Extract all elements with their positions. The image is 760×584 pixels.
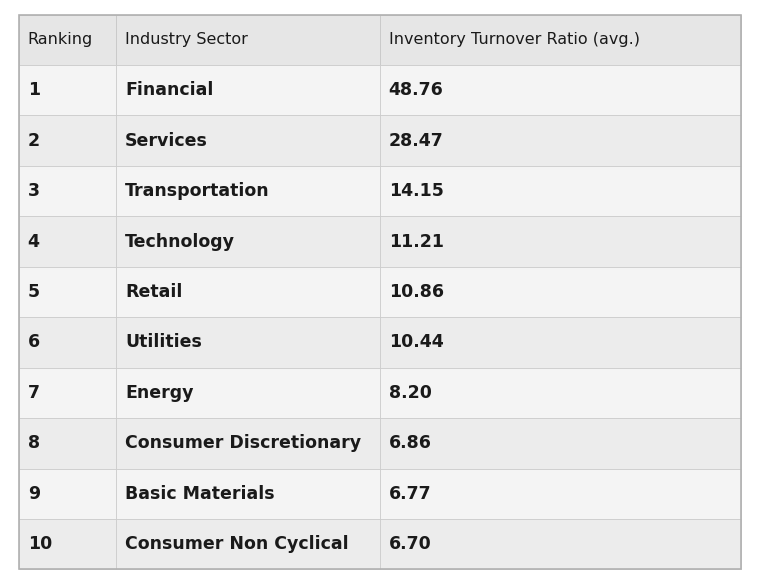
- Text: 8.20: 8.20: [388, 384, 432, 402]
- Bar: [19, 368, 116, 418]
- Text: Inventory Turnover Ratio (avg.): Inventory Turnover Ratio (avg.): [388, 32, 640, 47]
- Text: 7: 7: [27, 384, 40, 402]
- Bar: [116, 15, 380, 65]
- Bar: [19, 468, 116, 519]
- Bar: [116, 368, 380, 418]
- Text: 6.86: 6.86: [388, 434, 432, 453]
- Text: Technology: Technology: [125, 232, 235, 251]
- Text: 6.70: 6.70: [388, 535, 432, 553]
- Bar: [19, 65, 116, 116]
- Bar: [19, 116, 116, 166]
- Bar: [116, 116, 380, 166]
- Text: 48.76: 48.76: [388, 81, 443, 99]
- Bar: [116, 267, 380, 317]
- Bar: [116, 519, 380, 569]
- Bar: [116, 317, 380, 368]
- Text: 14.15: 14.15: [388, 182, 444, 200]
- Bar: [116, 468, 380, 519]
- Bar: [380, 468, 741, 519]
- Bar: [19, 216, 116, 267]
- Bar: [19, 519, 116, 569]
- Text: Ranking: Ranking: [27, 32, 93, 47]
- Text: 2: 2: [27, 131, 40, 150]
- Text: 10.86: 10.86: [388, 283, 444, 301]
- Bar: [380, 15, 741, 65]
- Bar: [380, 116, 741, 166]
- Text: 11.21: 11.21: [388, 232, 444, 251]
- Bar: [380, 519, 741, 569]
- Bar: [19, 418, 116, 468]
- Text: Energy: Energy: [125, 384, 194, 402]
- Text: 9: 9: [27, 485, 40, 503]
- Text: Industry Sector: Industry Sector: [125, 32, 248, 47]
- Text: Consumer Non Cyclical: Consumer Non Cyclical: [125, 535, 349, 553]
- Text: Services: Services: [125, 131, 208, 150]
- Bar: [380, 368, 741, 418]
- Bar: [380, 65, 741, 116]
- Text: 6: 6: [27, 333, 40, 352]
- Bar: [116, 418, 380, 468]
- Text: Transportation: Transportation: [125, 182, 270, 200]
- Text: 1: 1: [27, 81, 40, 99]
- Bar: [380, 418, 741, 468]
- Bar: [116, 166, 380, 216]
- Text: 4: 4: [27, 232, 40, 251]
- Text: 3: 3: [27, 182, 40, 200]
- Text: Consumer Discretionary: Consumer Discretionary: [125, 434, 361, 453]
- Bar: [380, 317, 741, 368]
- Text: 10.44: 10.44: [388, 333, 443, 352]
- Text: 6.77: 6.77: [388, 485, 431, 503]
- Bar: [116, 65, 380, 116]
- Text: Retail: Retail: [125, 283, 182, 301]
- Bar: [380, 267, 741, 317]
- Text: 10: 10: [27, 535, 52, 553]
- Text: 28.47: 28.47: [388, 131, 443, 150]
- Bar: [380, 216, 741, 267]
- Bar: [19, 267, 116, 317]
- Bar: [116, 216, 380, 267]
- Bar: [19, 166, 116, 216]
- Text: Utilities: Utilities: [125, 333, 202, 352]
- Bar: [380, 166, 741, 216]
- Text: Basic Materials: Basic Materials: [125, 485, 275, 503]
- Text: 5: 5: [27, 283, 40, 301]
- Bar: [19, 317, 116, 368]
- Text: Financial: Financial: [125, 81, 214, 99]
- Bar: [19, 15, 116, 65]
- Text: 8: 8: [27, 434, 40, 453]
